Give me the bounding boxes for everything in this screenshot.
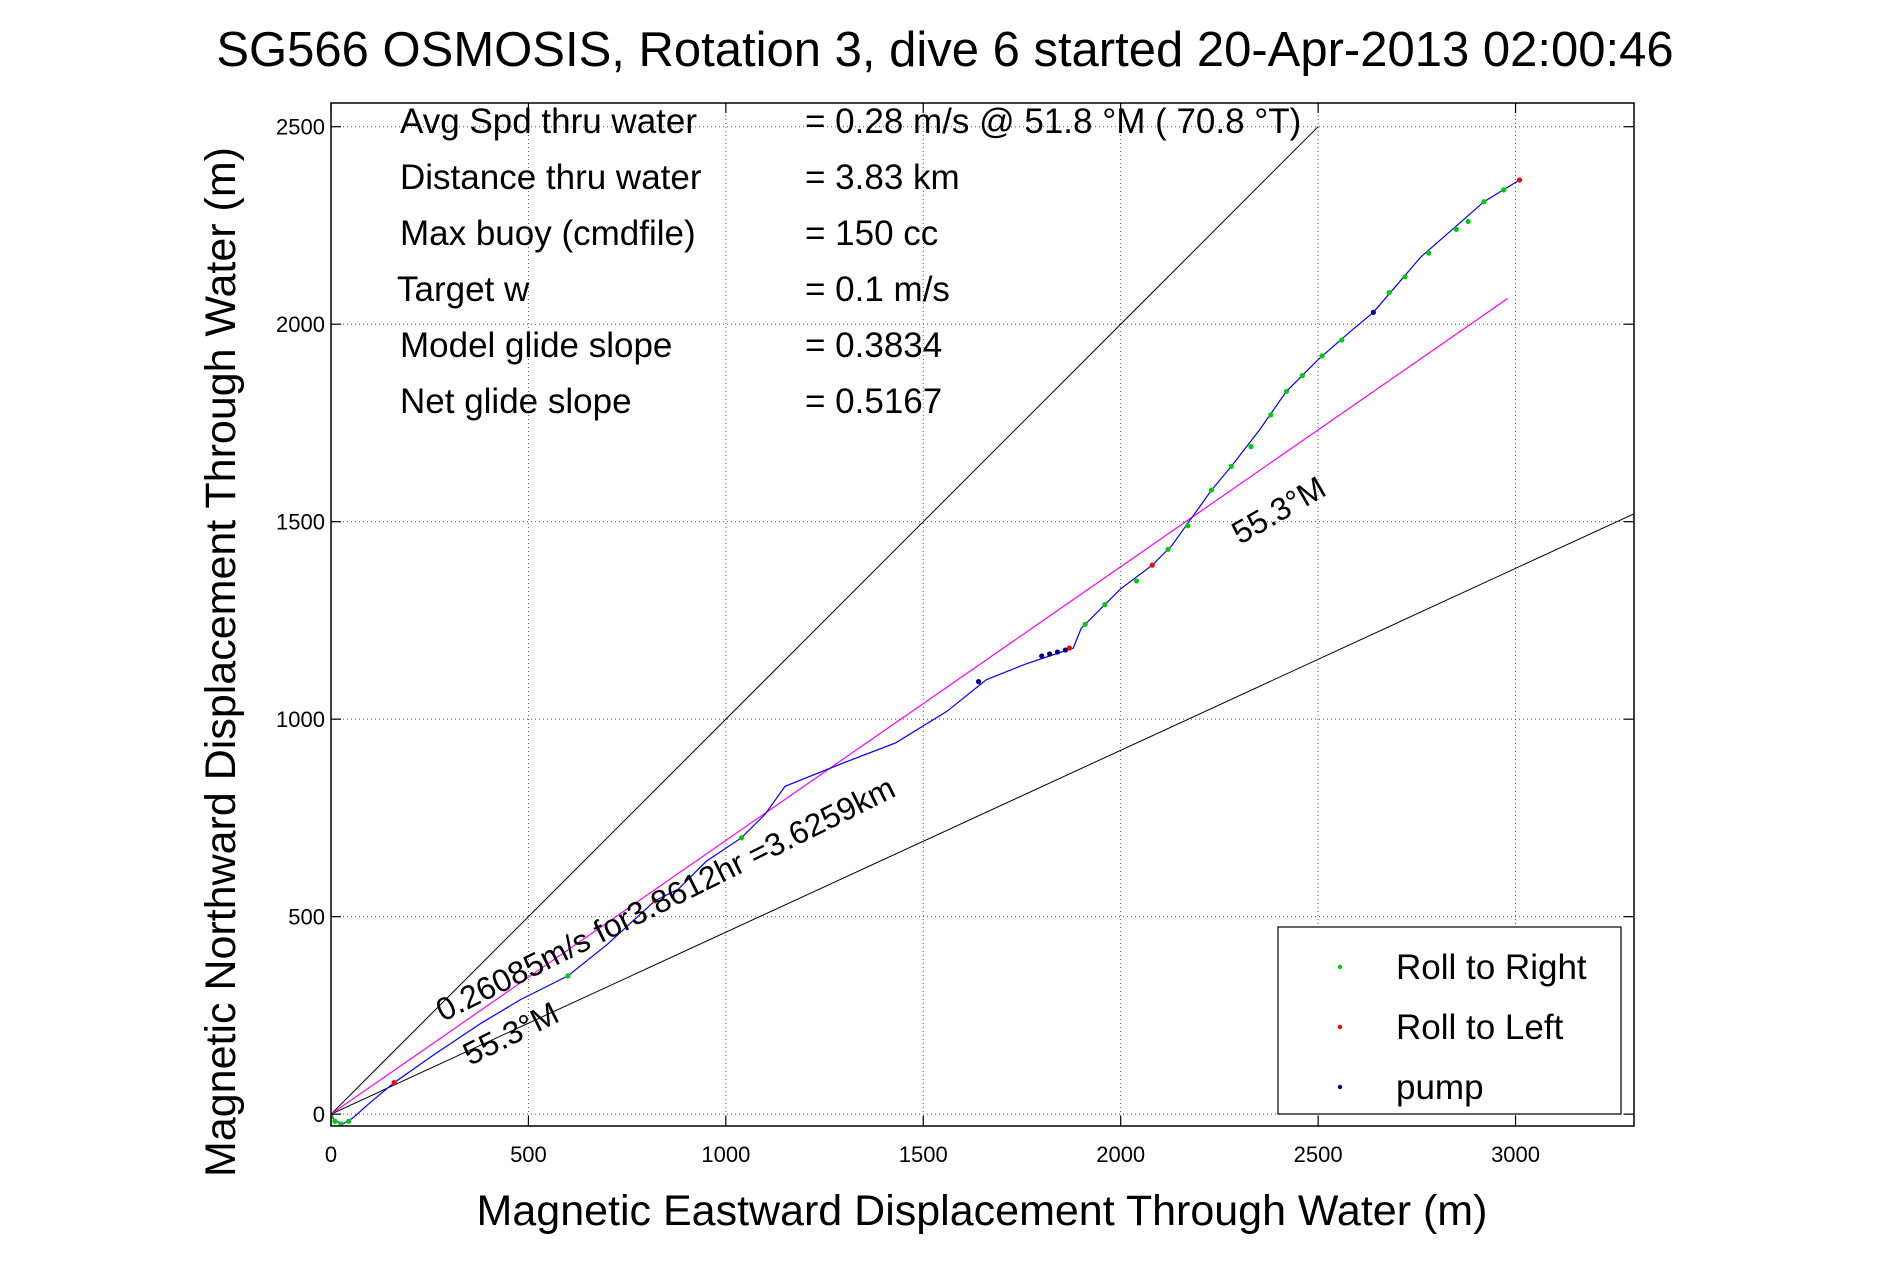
x-tick-label: 0 bbox=[325, 1142, 337, 1167]
roll-right-point bbox=[1248, 444, 1254, 450]
roll-right-point bbox=[1228, 463, 1234, 469]
x-tick-label: 1000 bbox=[701, 1142, 750, 1167]
y-tick-label: 500 bbox=[288, 905, 325, 930]
stat-label: Target w bbox=[397, 270, 530, 309]
y-axis-label: Magnetic Northward Displacement Through … bbox=[197, 147, 245, 1177]
chart-title: SG566 OSMOSIS, Rotation 3, dive 6 starte… bbox=[216, 23, 1673, 77]
legend-item-roll-left-label: Roll to Left bbox=[1396, 1008, 1564, 1047]
roll-left-point bbox=[1149, 562, 1155, 568]
legend-box bbox=[1277, 926, 1622, 1115]
series-layer bbox=[331, 177, 1523, 1126]
pump-point bbox=[1062, 647, 1069, 653]
legend: Roll to Right Roll to Left pump bbox=[1277, 926, 1622, 1115]
roll-right-point bbox=[332, 1118, 338, 1124]
legend-item-pump-label: pump bbox=[1396, 1068, 1484, 1107]
heading-guide-line bbox=[331, 513, 1634, 1115]
x-tick-label: 2000 bbox=[1096, 1142, 1145, 1167]
legend-item-roll-right-marker bbox=[1337, 964, 1343, 970]
x-tick-label: 3000 bbox=[1491, 1142, 1540, 1167]
y-tick-label: 1500 bbox=[276, 510, 325, 535]
legend-item-roll-left-marker bbox=[1337, 1024, 1343, 1030]
roll-right-point bbox=[346, 1118, 352, 1124]
stat-value: = 0.1 m/s bbox=[805, 270, 950, 309]
plot-border bbox=[330, 102, 1635, 1127]
target-heading-line bbox=[331, 298, 1508, 1115]
stat-label: Max buoy (cmdfile) bbox=[400, 214, 696, 253]
roll-right-point bbox=[565, 973, 571, 979]
roll-right-point bbox=[1133, 578, 1140, 584]
stat-label: Model glide slope bbox=[400, 326, 672, 365]
legend-item-roll-right-label: Roll to Right bbox=[1396, 948, 1587, 987]
stat-value: = 0.5167 bbox=[805, 382, 942, 421]
roll-right-point bbox=[1386, 289, 1392, 296]
axis-ticks: 0 500 1000 1500 2000 2500 3000 0 500 1000 1500 2000… bbox=[276, 103, 1634, 1167]
guide-lines bbox=[331, 126, 1634, 1115]
roll-right-point bbox=[1268, 412, 1274, 418]
roll-right-point bbox=[1082, 621, 1088, 627]
roll-right-point bbox=[1453, 226, 1459, 232]
roll-right-point bbox=[1208, 487, 1215, 493]
y-tick-label: 1000 bbox=[276, 707, 325, 732]
roll-right-point bbox=[1402, 274, 1408, 280]
roll-right-point bbox=[1165, 546, 1171, 552]
roll-right-point bbox=[1185, 523, 1191, 529]
roll-right-point bbox=[1283, 388, 1290, 394]
x-tick-label: 1500 bbox=[899, 1142, 948, 1167]
roll-left-point bbox=[1066, 645, 1072, 651]
pump-point bbox=[1039, 653, 1045, 659]
roll-right-point bbox=[1299, 372, 1305, 379]
roll-right-point bbox=[1501, 187, 1507, 193]
heading-guide-line bbox=[331, 126, 1319, 1115]
stats-block: Avg Spd thru water = 0.28 m/s @ 51.8 °M (… bbox=[397, 102, 1301, 421]
roll-left-point bbox=[652, 898, 658, 904]
stat-label: Avg Spd thru water bbox=[400, 102, 697, 141]
roll-right-point bbox=[1339, 337, 1345, 343]
pump-point bbox=[1370, 309, 1376, 315]
roll-left-point bbox=[391, 1079, 397, 1086]
stat-label: Distance thru water bbox=[400, 158, 702, 197]
stat-value: = 150 cc bbox=[805, 214, 938, 253]
roll-right-point bbox=[338, 1121, 344, 1126]
roll-right-point bbox=[1481, 199, 1487, 205]
x-tick-label: 500 bbox=[510, 1142, 547, 1167]
x-tick-label: 2500 bbox=[1294, 1142, 1343, 1167]
pump-point bbox=[1054, 649, 1061, 655]
roll-right-point bbox=[1465, 218, 1471, 225]
roll-right-point bbox=[1102, 602, 1108, 608]
stat-label: Net glide slope bbox=[400, 382, 632, 421]
y-tick-label: 2000 bbox=[276, 312, 325, 337]
roll-left-point bbox=[1516, 177, 1523, 183]
legend-item-pump-marker bbox=[1337, 1084, 1343, 1090]
pump-point bbox=[975, 679, 982, 685]
roll-right-point bbox=[1426, 250, 1432, 256]
roll-right-point bbox=[1319, 353, 1325, 359]
roll-right-point bbox=[739, 835, 745, 841]
x-axis-label: Magnetic Eastward Displacement Through W… bbox=[477, 1187, 1488, 1235]
stat-value: = 0.28 m/s @ 51.8 °M ( 70.8 °T) bbox=[805, 102, 1301, 141]
y-tick-label: 2500 bbox=[276, 115, 325, 140]
stat-value: = 3.83 km bbox=[805, 158, 960, 197]
y-tick-label: 0 bbox=[313, 1102, 325, 1127]
stat-value: = 0.3834 bbox=[805, 326, 942, 365]
pump-point bbox=[1047, 651, 1053, 657]
